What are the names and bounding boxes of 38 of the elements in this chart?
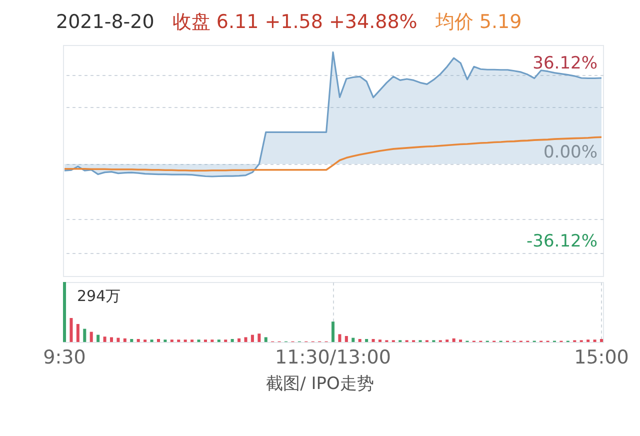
bar — [372, 339, 375, 342]
bar — [116, 338, 120, 342]
bar — [90, 332, 93, 342]
bar — [136, 339, 140, 342]
text: 均价 5.19 — [435, 10, 522, 35]
bar — [352, 338, 355, 342]
x-tick-label: 11:30/13:00 — [275, 346, 391, 368]
bar — [344, 336, 348, 342]
bar — [130, 339, 134, 342]
bar — [600, 339, 603, 342]
x-tick-label: 15:00 — [574, 346, 629, 368]
bar — [250, 334, 254, 342]
bar — [258, 334, 261, 342]
bar — [358, 339, 362, 342]
text: 收盘 6.11 +1.58 +34.88% — [172, 10, 418, 35]
bar — [70, 318, 73, 342]
annotation: 294万 — [77, 287, 121, 305]
y-tick-label: 36.12% — [532, 53, 598, 74]
bar — [76, 324, 80, 342]
bar — [110, 337, 114, 342]
bar — [96, 334, 100, 342]
x-tick-label: 9:30 — [43, 346, 86, 368]
bar — [264, 337, 268, 342]
y-tick-label: -36.12% — [526, 231, 598, 252]
bar — [123, 338, 126, 342]
y-tick-label: 0.00% — [543, 142, 598, 162]
bar — [365, 339, 368, 342]
bar — [331, 322, 335, 342]
text: 截图/ IPO走势 — [265, 373, 375, 395]
bar — [83, 328, 86, 342]
bar — [103, 336, 106, 342]
bar — [452, 338, 456, 342]
chart-title: 2021-8-20 — [56, 11, 154, 33]
bar — [244, 337, 248, 342]
bar — [338, 334, 342, 342]
bar — [238, 338, 241, 342]
bar — [230, 339, 234, 342]
bar — [156, 339, 160, 342]
